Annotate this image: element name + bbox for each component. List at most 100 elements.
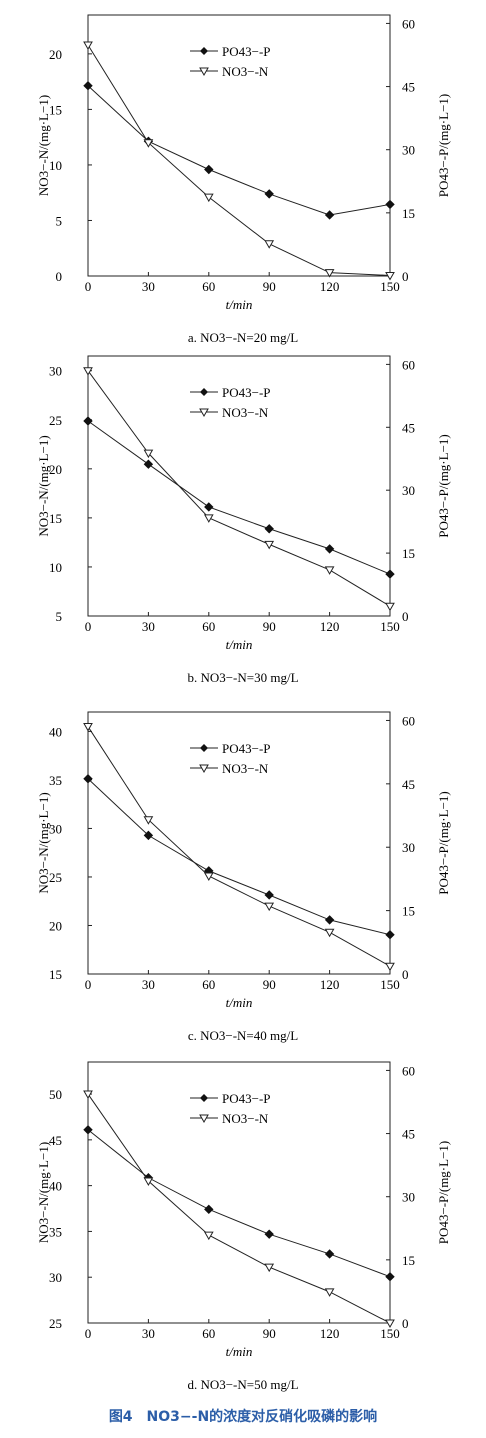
y-left-tick-label: 0 [56,269,63,284]
data-point-po4 [83,416,93,426]
legend-label: NO3−-N [222,405,269,420]
legend-marker-po4 [200,47,208,55]
data-point-po4 [385,199,395,210]
x-tick-label: 90 [263,619,276,634]
plot-frame [87,711,391,975]
x-tick-label: 60 [202,619,215,634]
y-right-tick-label: 0 [402,609,409,624]
y-left-axis-label: NO3−-N/(mg·L−1) [36,435,51,536]
legend-marker-po4 [200,388,208,396]
y-left-tick-label: 50 [49,1087,62,1102]
y-left-tick-label: 30 [49,1270,62,1285]
data-point-po4 [264,1229,274,1239]
series-line-po4 [87,420,391,575]
chart-panel-c: 0 30 60 90 120 150 15 20 25 30 35 40 0 15 30 45 60 t/min N… [36,711,451,1043]
x-tick-label: 120 [320,1326,340,1341]
data-point-no3 [83,41,93,50]
legend-marker-po4 [200,744,208,752]
data-point-po4 [204,502,214,512]
y-right-axis-label: PO43−-P/(mg·L−1) [436,1141,451,1245]
y-left-tick-label: 15 [49,102,62,117]
y-right-axis-label: PO43−-P/(mg·L−1) [436,94,451,198]
y-right-tick-label: 30 [402,1190,415,1205]
x-tick-label: 30 [142,279,155,294]
x-tick-label: 60 [202,977,215,992]
data-point-po4 [324,210,335,220]
plot-frame [87,1061,391,1324]
y-left-tick-label: 30 [49,364,62,379]
y-left-tick-label: 5 [56,609,63,624]
y-left-tick-label: 15 [49,511,62,526]
data-point-no3 [385,962,395,972]
data-point-no3 [264,240,275,249]
legend-label: NO3−-N [222,761,269,776]
y-left-tick-label: 20 [49,462,62,477]
data-point-po4 [83,81,93,91]
figure: 0 30 60 90 120 15005101520015304560t/minNO3−-… [36,14,451,1392]
y-left-tick-label: 35 [49,773,62,788]
y-left-tick-label: 40 [49,724,62,739]
x-tick-label: 60 [202,1326,215,1341]
data-point-no3 [385,1319,395,1329]
y-right-tick-label: 45 [402,420,415,435]
plot-frame [87,355,391,617]
data-point-po4 [324,915,335,925]
y-right-axis-label: PO43−-P/(mg·L−1) [436,791,451,895]
y-left-tick-label: 25 [49,870,62,885]
x-tick-label: 150 [380,1326,400,1341]
legend-label: PO43−-P [222,1091,271,1106]
legend-label: NO3−-N [222,64,269,79]
data-point-po4 [385,929,395,940]
y-right-tick-label: 45 [402,777,415,792]
data-point-no3 [324,269,335,278]
chart-panel-a: 0 30 60 90 120 15005101520015304560t/minNO3−-… [36,14,451,345]
x-tick-label: 120 [320,977,340,992]
data-point-no3 [324,566,335,575]
x-axis-label: t/min [226,1344,253,1359]
chart-subtitle: a. NO3−-N=20 mg/L [188,330,298,345]
y-right-tick-label: 0 [402,269,409,284]
x-tick-label: 90 [263,977,276,992]
x-tick-label: 0 [85,279,92,294]
chart-subtitle: c. NO3−-N=40 mg/L [188,1028,298,1043]
legend-label: PO43−-P [222,741,271,756]
y-left-axis-label: NO3−-N/(mg·L−1) [36,1142,51,1243]
data-point-po4 [83,774,93,784]
data-point-no3 [83,1090,93,1100]
x-tick-label: 150 [380,279,400,294]
plot-frame [87,14,391,277]
data-point-po4 [204,164,214,175]
data-point-po4 [143,830,154,841]
y-left-tick-label: 40 [49,1179,62,1194]
x-tick-label: 0 [85,977,92,992]
y-left-tick-label: 25 [49,413,62,428]
y-right-tick-label: 15 [402,546,415,561]
data-point-po4 [324,1249,335,1259]
data-point-no3 [203,193,214,203]
data-point-po4 [264,189,274,199]
x-tick-label: 150 [380,977,400,992]
data-point-po4 [385,569,395,579]
x-tick-label: 0 [85,619,92,634]
y-right-tick-label: 30 [402,840,415,855]
data-point-no3 [203,1231,214,1241]
y-right-tick-label: 60 [402,357,415,372]
chart-panel-b: 0 30 60 90 120 150 5 10 15 20 25 30 0 15 30 45 60 t/min NO… [36,355,451,685]
data-point-no3 [385,271,395,281]
y-left-tick-label: 45 [49,1133,62,1148]
series-line-po4 [87,1129,391,1278]
data-point-po4 [264,524,274,534]
y-right-tick-label: 30 [402,143,415,158]
legend-marker-no3 [199,1114,209,1124]
data-point-po4 [143,459,154,469]
x-tick-label: 30 [142,1326,155,1341]
data-point-no3 [83,723,93,732]
legend-marker-no3 [199,408,209,418]
y-right-axis-label: PO43−-P/(mg·L−1) [436,434,451,538]
chart-subtitle: b. NO3−-N=30 mg/L [187,670,298,685]
series-line-no3 [87,370,391,607]
y-right-tick-label: 45 [402,80,415,95]
x-tick-label: 150 [380,619,400,634]
y-right-tick-label: 15 [402,904,415,919]
legend-marker-no3 [199,764,209,774]
